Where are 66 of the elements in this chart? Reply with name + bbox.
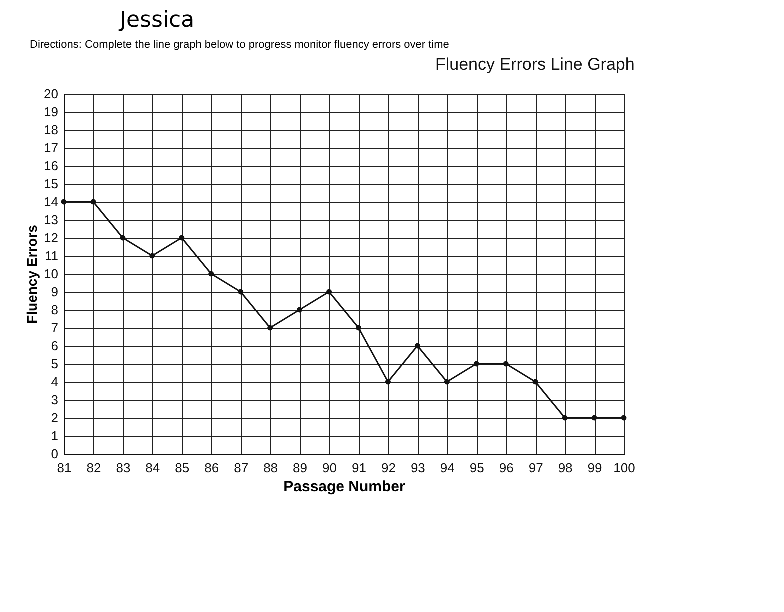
- point: [385, 379, 391, 385]
- y-tick-label: 5: [51, 356, 58, 372]
- point: [532, 379, 538, 385]
- text: Jessica: [120, 8, 196, 33]
- y-tick-label: 6: [51, 338, 58, 354]
- x-tick-label: 91: [352, 460, 366, 476]
- x-tick-label: 95: [470, 460, 484, 476]
- chart-title: Fluency Errors Line Graph: [435, 55, 635, 74]
- y-tick-label: 18: [44, 122, 58, 138]
- x-tick-label: 98: [558, 460, 573, 476]
- y-tick-label: 7: [51, 320, 58, 336]
- point: [474, 361, 480, 367]
- x-tick-label: 90: [322, 460, 337, 476]
- point: [61, 199, 67, 205]
- point: [592, 415, 598, 421]
- point: [90, 199, 96, 205]
- y-tick-label: 15: [44, 176, 58, 192]
- x-tick-label: 100: [614, 460, 636, 476]
- x-tick-label: 94: [440, 460, 455, 476]
- y-tick-label: 11: [45, 248, 58, 264]
- y-tick-label: 9: [51, 284, 58, 300]
- y-tick-label: 10: [44, 266, 58, 282]
- point: [238, 289, 244, 295]
- x-tick-label: 84: [146, 460, 160, 476]
- x-tick-label: 85: [175, 460, 190, 476]
- point: [208, 271, 214, 277]
- point: [444, 379, 450, 385]
- y-tick-label: 8: [51, 302, 58, 318]
- x-tick-label: 99: [588, 460, 602, 476]
- point: [562, 415, 568, 421]
- point: [356, 325, 362, 331]
- x-tick-label: 83: [116, 460, 131, 476]
- x-tick-label: 93: [410, 460, 426, 476]
- x-tick-label: 97: [528, 460, 544, 476]
- y-axis-title: Fluency Errors: [24, 224, 40, 324]
- point: [150, 253, 156, 259]
- x-tick-label: 88: [264, 460, 278, 476]
- x-tick-label: 89: [293, 460, 308, 476]
- y-tick-label: 20: [44, 86, 58, 102]
- point: [120, 235, 126, 241]
- y-tick-label: 12: [44, 230, 58, 246]
- y-tick-label: 14: [44, 194, 58, 210]
- x-tick-label: 81: [57, 460, 72, 476]
- point: [414, 343, 420, 349]
- y-tick-label: 0: [51, 446, 58, 462]
- y-tick-label: 16: [44, 158, 58, 174]
- x-tick-label: 96: [499, 460, 514, 476]
- x-tick-label: 86: [204, 460, 220, 476]
- y-tick-label: 2: [51, 410, 58, 426]
- point: [179, 235, 185, 241]
- point: [297, 307, 303, 313]
- x-tick-label: 87: [234, 460, 249, 476]
- point: [503, 361, 509, 367]
- x-axis-title: Passage Number: [284, 478, 406, 496]
- x-tick-label: 82: [86, 460, 102, 476]
- y-tick-label: 19: [44, 104, 58, 120]
- x-tick-label: 92: [381, 460, 396, 476]
- point: [621, 415, 627, 421]
- point: [326, 289, 332, 295]
- y-tick-label: 3: [51, 392, 58, 408]
- y-tick-label: 17: [44, 140, 58, 156]
- text: Directions: Complete the line graph below to progress monitor fluency errors over time: [30, 39, 450, 51]
- y-tick-label: 1: [51, 428, 58, 444]
- y-tick-label: 13: [44, 212, 58, 228]
- y-tick-label: 4: [51, 374, 58, 390]
- point: [268, 325, 274, 331]
